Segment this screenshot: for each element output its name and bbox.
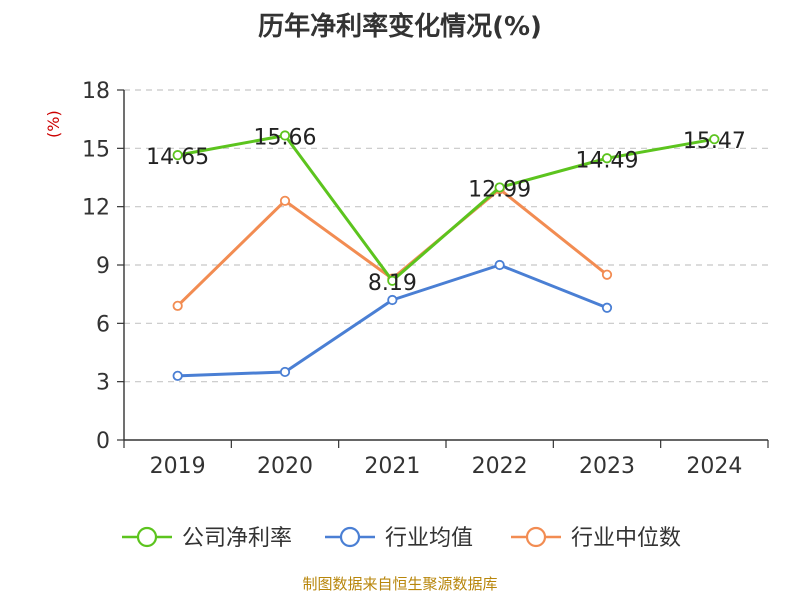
legend-label: 行业中位数: [571, 526, 681, 551]
data-point: [601, 302, 613, 313]
legend-marker: [136, 526, 158, 548]
y-tick-label: 15: [82, 137, 110, 162]
data-label: 8.19: [368, 271, 417, 296]
data-point: [601, 269, 613, 280]
data-point: [279, 130, 291, 141]
data-label: 15.47: [683, 129, 746, 154]
y-tick-label: 3: [96, 371, 110, 396]
data-label: 12.99: [468, 177, 531, 202]
data-point: [279, 366, 291, 378]
x-tick-label: 2020: [257, 454, 313, 479]
data-point: [279, 195, 291, 206]
legend-label: 行业均值: [385, 526, 473, 551]
y-tick-label: 0: [96, 429, 110, 454]
data-source-note: 制图数据来自恒生聚源数据库: [302, 575, 498, 593]
x-tick-label: 2021: [364, 454, 420, 479]
data-label: 15.66: [254, 126, 317, 151]
chart-title: 历年净利率变化情况(%): [258, 12, 542, 42]
y-tick-label: 12: [82, 196, 110, 221]
x-tick-label: 2023: [579, 454, 635, 479]
data-point: [172, 150, 183, 161]
x-tick-label: 2019: [150, 454, 206, 479]
x-tick-label: 2022: [472, 454, 528, 479]
data-point: [172, 370, 183, 381]
series-line-0: [177, 134, 715, 283]
y-tick-label: 18: [82, 79, 110, 104]
data-label: 14.49: [576, 148, 639, 173]
data-point: [709, 134, 720, 145]
x-tick-label: 2024: [686, 454, 742, 479]
legend-marker: [339, 526, 361, 548]
y-tick-label: 6: [96, 312, 110, 337]
data-point: [387, 294, 398, 306]
y-tick-label: 9: [96, 254, 110, 279]
data-point: [387, 275, 398, 286]
legend-marker: [525, 526, 547, 548]
legend-label: 公司净利率: [182, 526, 292, 551]
data-point: [494, 259, 505, 271]
data-point: [172, 300, 183, 311]
data-point: [494, 182, 505, 193]
data-label: 14.65: [146, 145, 209, 170]
data-point: [601, 153, 613, 164]
